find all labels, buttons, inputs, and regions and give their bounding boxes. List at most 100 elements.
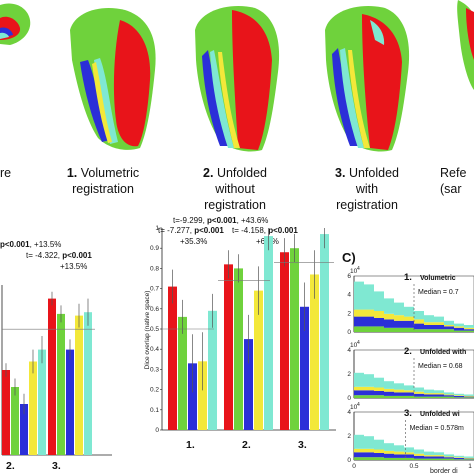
panel-b-y-tick-label: 0.3 xyxy=(150,366,159,373)
caption-partial-left: re xyxy=(0,166,12,180)
panel-c-hist-bin xyxy=(444,329,454,332)
panel-c-hist-bin xyxy=(434,390,444,394)
panel-c-hist-bin xyxy=(384,395,394,398)
panel-c-hist-bin xyxy=(454,393,464,396)
panel-c-hist-bin xyxy=(404,327,414,332)
panel-c-hist-bin xyxy=(454,326,464,328)
panel-c-hist-bin xyxy=(414,391,424,394)
panel-c-x-tick-label: 1 xyxy=(468,463,472,470)
panel-a-bar xyxy=(84,312,92,455)
panel-c-hist-bin xyxy=(354,309,364,317)
panel-c-hist-bin xyxy=(394,315,404,321)
panel-c-hist-bin xyxy=(434,393,444,395)
panel-c-hist-bin xyxy=(394,392,404,396)
panel-c-row-title: Unfolded wi xyxy=(420,411,460,418)
panel-c-hist-bin xyxy=(384,453,394,458)
rendering-2 xyxy=(195,6,280,152)
panel-c-hist-bin xyxy=(464,394,474,396)
panel-c-y-tick-label: 2 xyxy=(347,433,351,440)
panel-c-hist-bin xyxy=(404,320,414,328)
panel-c-hist-bin xyxy=(444,456,454,458)
panel-c-row-number: 1. xyxy=(404,272,412,283)
rendering-3 xyxy=(325,6,410,152)
panel-c-hist-bin xyxy=(394,302,404,316)
panel-b-y-label: Dice overlap (native space) xyxy=(144,291,151,370)
panel-c-hist-bin xyxy=(354,316,364,327)
panel-c-hist-bin xyxy=(394,454,404,458)
panel-b-bar xyxy=(178,316,187,430)
panel-c-exponent-power: 4 xyxy=(357,340,360,346)
panel-b-bar xyxy=(280,252,289,430)
panel-c-y-tick-label: 4 xyxy=(347,409,351,416)
panel-c-median-label: Median = 0.7 xyxy=(418,289,459,296)
panel-c-hist-bin xyxy=(464,325,474,328)
panel-c-hist-bin xyxy=(354,448,364,453)
panel-a-bar xyxy=(20,404,28,455)
panel-c-hist-bin xyxy=(354,281,364,310)
panel-c-y-tick-label: 2 xyxy=(347,310,351,317)
panel-c-hist-bin xyxy=(384,443,394,451)
panel-c-hist-bin xyxy=(364,316,374,327)
panel-c-hist-bin xyxy=(374,395,384,398)
panel-b-y-tick-label: 0.1 xyxy=(150,407,159,414)
panel-c-hist-bin xyxy=(354,395,364,398)
panel-c-hist-bin xyxy=(434,322,444,325)
panel-c-hist-bin xyxy=(464,397,474,398)
panel-b-bar xyxy=(198,361,207,430)
panel-c-hist-bin xyxy=(354,434,364,449)
panel-a-bar xyxy=(29,361,37,455)
panel-c-hist-bin xyxy=(444,326,454,330)
panel-c-hist-bin xyxy=(464,396,474,398)
panel-c-hist-bin xyxy=(414,319,424,324)
panel-c-hist-bin xyxy=(404,385,414,391)
panel-b-bar xyxy=(208,310,217,430)
panel-c-hist-bin xyxy=(424,393,434,395)
panel-c-exponent: 10 xyxy=(350,268,358,275)
panel-c-hist-bin xyxy=(434,456,444,459)
panel-c-hist-bin xyxy=(394,445,404,452)
panel-c-label: C) xyxy=(342,250,356,265)
panel-c-hist-bin xyxy=(464,456,474,458)
panel-b-bar xyxy=(188,363,197,430)
panel-c-hist-bin xyxy=(424,389,434,394)
panel-c-hist-bin xyxy=(444,320,454,325)
panel-b-x-tick: 2. xyxy=(242,439,251,451)
rendering-1 xyxy=(70,8,156,150)
panel-c-hist-bin xyxy=(434,394,444,397)
panel-c-hist-bin xyxy=(354,452,364,458)
panel-c-hist-bin xyxy=(454,330,464,332)
panel-c-hist-bin xyxy=(364,309,374,317)
rendering-partial-left xyxy=(0,3,31,45)
panel-c-hist-bin xyxy=(424,451,434,456)
panel-c-hist-bin xyxy=(364,436,374,449)
panel-c-hist-bin xyxy=(404,457,414,460)
panel-c-hist-bin xyxy=(354,386,364,391)
rendering-partial-right xyxy=(457,0,474,90)
panel-b-bar xyxy=(244,339,253,430)
panel-c-hist-bin xyxy=(424,456,434,459)
panel-c-hist-bin xyxy=(374,377,384,388)
panel-c-hist-bin xyxy=(404,392,414,396)
panel-c-hist-bin xyxy=(464,457,474,459)
panel-c-hist-bin xyxy=(434,396,444,398)
panel-c-hist-bin xyxy=(384,391,394,396)
panel-b-stat-3: t= -4.158, p<0.001 xyxy=(232,226,298,235)
panel-a-x-tick: 2. xyxy=(6,460,15,472)
panel-c-hist-bin xyxy=(444,458,454,460)
panel-c-hist-bin xyxy=(454,457,464,460)
panel-c-hist-bin xyxy=(404,306,414,317)
panel-b-stat-2: t= -7.277, p<0.001 xyxy=(158,226,224,235)
panel-c-hist-bin xyxy=(354,326,364,332)
panel-c-hist-bin xyxy=(384,327,394,332)
panel-c-hist-bin xyxy=(354,372,364,387)
panel-b-stat-4a: +35.3% xyxy=(180,237,208,246)
panel-c-y-tick-label: 0 xyxy=(347,329,351,336)
panel-c-hist-bin xyxy=(404,454,414,458)
panel-b-bar xyxy=(254,290,263,430)
panel-c-hist-bin xyxy=(454,457,464,458)
panel-c-hist-bin xyxy=(424,322,434,325)
panel-c-y-tick-label: 4 xyxy=(347,347,351,354)
panel-b-y-tick-label: 0.9 xyxy=(150,245,159,252)
panel-c-hist-bin xyxy=(374,318,384,327)
panel-c-hist-bin xyxy=(364,390,374,396)
